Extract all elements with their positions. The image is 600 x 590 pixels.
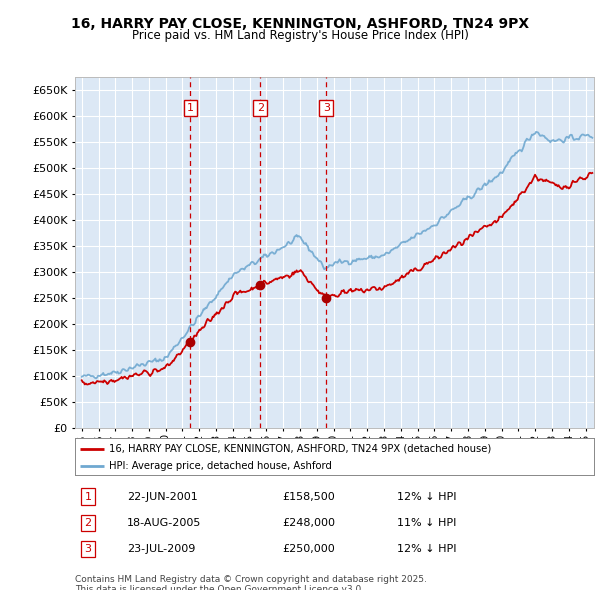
Text: £158,500: £158,500 (283, 491, 335, 502)
Text: £248,000: £248,000 (283, 518, 335, 527)
Text: £250,000: £250,000 (283, 544, 335, 554)
Text: 23-JUL-2009: 23-JUL-2009 (127, 544, 195, 554)
Text: Contains HM Land Registry data © Crown copyright and database right 2025.
This d: Contains HM Land Registry data © Crown c… (75, 575, 427, 590)
Text: 12% ↓ HPI: 12% ↓ HPI (397, 491, 456, 502)
Text: 2: 2 (85, 518, 92, 527)
Text: 2: 2 (257, 103, 264, 113)
Text: 3: 3 (323, 103, 330, 113)
Text: 16, HARRY PAY CLOSE, KENNINGTON, ASHFORD, TN24 9PX (detached house): 16, HARRY PAY CLOSE, KENNINGTON, ASHFORD… (109, 444, 491, 454)
Text: 1: 1 (187, 103, 194, 113)
Text: 22-JUN-2001: 22-JUN-2001 (127, 491, 197, 502)
Text: 18-AUG-2005: 18-AUG-2005 (127, 518, 201, 527)
Text: 1: 1 (85, 491, 91, 502)
Text: 3: 3 (85, 544, 91, 554)
Text: 16, HARRY PAY CLOSE, KENNINGTON, ASHFORD, TN24 9PX: 16, HARRY PAY CLOSE, KENNINGTON, ASHFORD… (71, 17, 529, 31)
Text: 12% ↓ HPI: 12% ↓ HPI (397, 544, 456, 554)
Text: HPI: Average price, detached house, Ashford: HPI: Average price, detached house, Ashf… (109, 461, 332, 471)
Text: Price paid vs. HM Land Registry's House Price Index (HPI): Price paid vs. HM Land Registry's House … (131, 29, 469, 42)
Text: 11% ↓ HPI: 11% ↓ HPI (397, 518, 456, 527)
